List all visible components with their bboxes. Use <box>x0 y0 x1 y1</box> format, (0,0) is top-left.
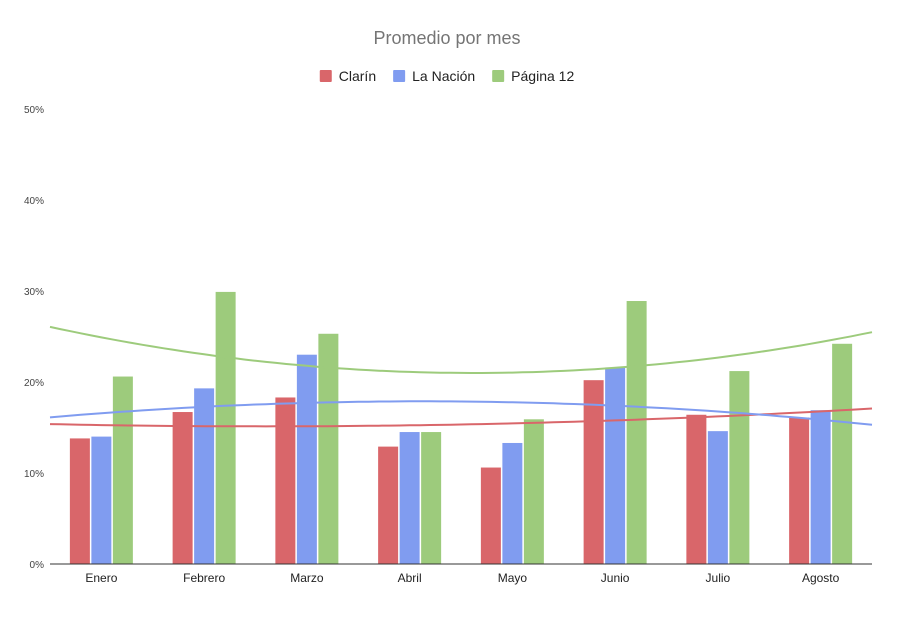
bar-pagina-12-mayo <box>523 419 544 564</box>
x-axis-labels: Enero Febrero Marzo Abril Mayo Junio Julio Agos… <box>85 571 839 585</box>
x-tick-label-mayo: Mayo <box>498 571 528 585</box>
bar-la-nacion-agosto <box>810 410 831 564</box>
bar-clarin-enero <box>69 438 90 564</box>
bar-clarin-marzo <box>275 397 296 564</box>
bar-pagina-12-junio <box>626 301 647 564</box>
x-tick-label-agosto: Agosto <box>802 571 840 585</box>
x-tick-label-marzo: Marzo <box>290 571 324 585</box>
legend-item-la-nacion[interactable]: La Nación <box>393 68 475 84</box>
y-tick-label: 10% <box>24 469 44 480</box>
bar-la-nacion-marzo <box>296 354 317 564</box>
legend-swatch <box>393 70 406 82</box>
y-tick-label: 40% <box>24 196 44 207</box>
x-tick-label-abril: Abril <box>398 571 422 585</box>
legend-label: Clarín <box>339 68 376 84</box>
bar-pagina-12-abril <box>421 432 442 564</box>
trendlines <box>49 325 873 428</box>
y-tick-label: 50% <box>24 105 44 116</box>
legend-item-clarin[interactable]: Clarín <box>319 68 376 84</box>
bar-la-nacion-julio <box>707 431 728 564</box>
y-tick-label: 20% <box>24 378 44 389</box>
bars <box>69 291 853 564</box>
x-tick-label-febrero: Febrero <box>183 571 225 585</box>
bar-la-nacion-febrero <box>194 388 215 564</box>
bar-pagina-12-enero <box>112 376 133 564</box>
legend-swatch <box>492 70 505 82</box>
bar-la-nacion-abril <box>399 432 420 564</box>
legend-swatch <box>319 70 332 82</box>
x-tick-label-enero: Enero <box>85 571 117 585</box>
x-tick-label-junio: Junio <box>601 571 630 585</box>
chart-title: Promedio por mes <box>373 28 520 48</box>
x-tick-label-julio: Julio <box>706 571 731 585</box>
bar-clarin-junio <box>583 380 604 564</box>
bar-pagina-12-febrero <box>215 291 236 564</box>
legend-item-pagina-12[interactable]: Página 12 <box>492 68 574 84</box>
y-axis-ticks: 0% 10% 20% 30% 40% 50% <box>24 105 44 571</box>
bar-clarin-agosto <box>789 417 810 564</box>
bar-la-nacion-enero <box>91 436 112 564</box>
bar-clarin-julio <box>686 414 707 564</box>
y-tick-label: 0% <box>30 560 45 571</box>
bar-la-nacion-mayo <box>502 442 523 564</box>
legend-label: Página 12 <box>511 68 574 84</box>
bar-la-nacion-junio <box>605 367 626 564</box>
trendline-clarin <box>49 407 873 428</box>
trendline-pagina-12 <box>49 325 873 374</box>
legend-label: La Nación <box>412 68 475 84</box>
legend: Clarín La Nación Página 12 <box>319 68 574 84</box>
y-tick-label: 30% <box>24 287 44 298</box>
bar-clarin-febrero <box>172 412 193 564</box>
bar-pagina-12-agosto <box>832 343 853 564</box>
bar-clarin-abril <box>378 446 399 564</box>
bar-pagina-12-marzo <box>318 333 339 564</box>
bar-pagina-12-julio <box>729 371 750 564</box>
trendline-la-nacion <box>49 400 873 426</box>
bar-clarin-mayo <box>480 467 501 564</box>
